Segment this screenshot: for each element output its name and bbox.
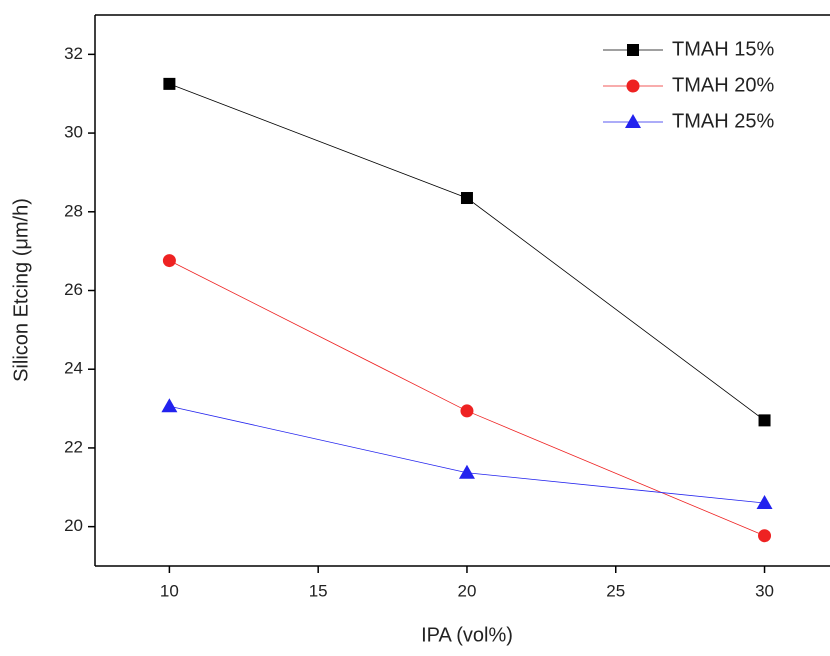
x-tick-label: 10: [160, 581, 179, 600]
marker: [758, 529, 772, 543]
marker: [460, 404, 474, 418]
x-tick-label: 30: [755, 581, 774, 600]
series-line: [169, 83, 765, 421]
marker: [758, 414, 771, 427]
y-tick-label: 32: [64, 44, 83, 63]
x-axis-label: IPA (vol%): [421, 624, 513, 646]
x-tick-label: 20: [458, 581, 477, 600]
legend-label: TMAH 20%: [672, 74, 774, 96]
marker: [163, 77, 176, 90]
x-tick-label: 15: [309, 581, 328, 600]
y-axis-label: Silicon Etcing (μm/h): [10, 198, 32, 382]
x-tick-label: 25: [606, 581, 625, 600]
y-tick-label: 20: [64, 516, 83, 535]
legend-label: TMAH 25%: [672, 110, 774, 132]
legend-marker: [625, 114, 641, 128]
marker: [161, 398, 178, 413]
series-line: [169, 405, 765, 504]
legend-marker: [626, 79, 640, 93]
legend-marker: [627, 44, 639, 56]
marker: [460, 192, 473, 205]
y-tick-label: 26: [64, 280, 83, 299]
marker: [162, 254, 176, 268]
y-tick-label: 24: [64, 359, 83, 378]
y-tick-label: 22: [64, 437, 83, 456]
y-tick-label: 30: [64, 123, 83, 142]
series-line: [169, 260, 765, 537]
marker: [756, 495, 773, 510]
y-tick-label: 28: [64, 201, 83, 220]
marker: [458, 464, 475, 479]
legend-label: TMAH 15%: [672, 38, 774, 60]
